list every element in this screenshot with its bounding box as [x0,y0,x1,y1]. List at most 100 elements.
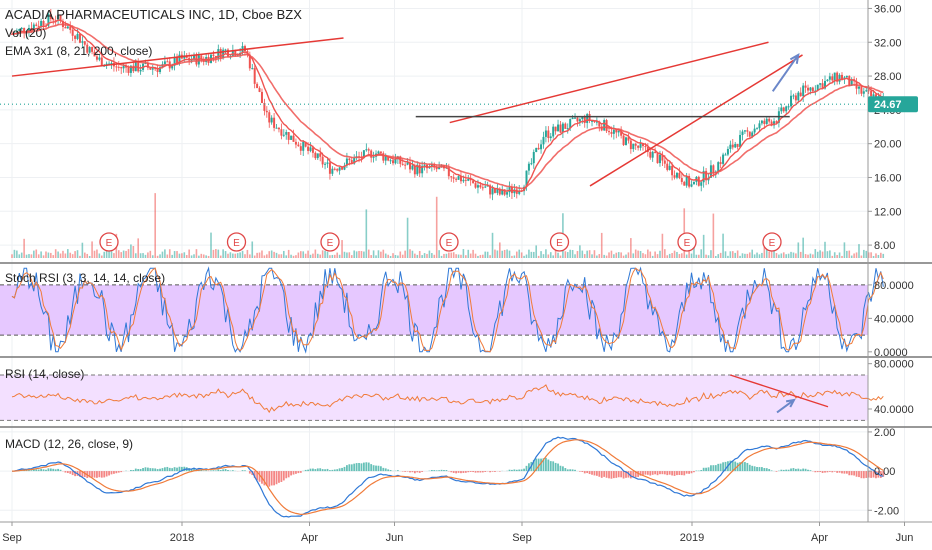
macd-histogram-bar [634,471,637,478]
macd-histogram-bar [569,469,572,472]
macd-histogram-bar [627,471,630,478]
volume-bar [326,251,329,258]
candle-body [469,178,472,181]
macd-histogram-bar [79,471,81,477]
candle-body [530,163,533,165]
earnings-marker[interactable]: E [439,232,459,252]
macd-histogram-bar [438,470,441,472]
candle-body [156,68,159,73]
volume-bar [151,255,154,258]
earnings-marker[interactable]: E [226,232,247,252]
candle-body [675,172,678,178]
macd-histogram-bar [661,471,664,475]
volume-bar [266,254,268,258]
candle-body [413,165,416,175]
macd-histogram-bar [418,471,421,473]
macd-histogram-bar [761,467,763,472]
volume-bar [613,254,615,258]
macd-histogram-bar [547,459,550,472]
candle-body [49,13,52,20]
earnings-marker[interactable]: E [762,232,782,252]
macd-histogram-bar [57,468,60,472]
macd-histogram-bar [285,471,288,479]
volume-bar [647,249,649,258]
macd-histogram-bar [168,467,171,472]
candle-body [253,68,256,84]
volume-bar [358,250,360,258]
candle-body [166,61,169,63]
candle-body [324,163,327,165]
macd-histogram-bar [278,471,280,483]
volume-bar [586,250,588,258]
volume-bar [316,253,319,258]
volume-bar [134,253,137,258]
volume-bar [676,251,678,258]
macd-histogram-bar [617,471,620,478]
macd-histogram-bar [557,463,559,472]
earnings-marker[interactable]: E [320,232,340,252]
macd-histogram-bar [384,468,387,472]
macd-histogram-bar [680,471,683,476]
volume-bar [525,254,528,258]
macd-histogram-bar [147,467,149,472]
macd-histogram-bar [865,471,868,478]
earnings-label: E [684,238,691,249]
candle-body [370,150,373,158]
macd-histogram-bar [435,470,438,472]
macd-histogram-bar [178,466,181,472]
candle-body [47,13,50,26]
volume-bar [290,254,292,258]
candle-body [438,167,441,170]
candle-body [753,128,756,133]
price-tick-label: 16.00 [874,172,902,184]
volume-bar [164,249,166,258]
macd-histogram-bar [719,463,722,472]
candle-body [734,144,737,148]
candle-body [110,63,113,65]
volume-bar [421,255,423,258]
macd-histogram-bar [171,468,174,472]
candle-body [824,81,827,89]
volume-bar [166,254,169,258]
macd-histogram-bar [28,470,30,472]
volume-bar [59,253,62,258]
ema-lines [0,19,884,193]
volume-bar [132,245,135,258]
macd-histogram-bar [210,470,212,472]
volume-bar [790,251,792,258]
macd-histogram-bar [180,466,183,472]
macd-histogram-bar [520,469,523,472]
earnings-label: E [327,238,334,249]
volume-bar [535,245,538,258]
candle-body [561,123,564,133]
candle-body [612,129,615,134]
volume-bar [465,255,467,258]
earnings-marker[interactable]: E [99,232,119,252]
macd-histogram-bar [799,469,802,472]
volume-bar [16,250,18,258]
macd-histogram-bar [464,471,467,473]
macd-signal-line [12,439,884,516]
volume-bar [882,253,885,258]
macd-histogram-bar [620,471,623,478]
macd-histogram-bar [421,471,424,472]
macd-histogram-bar [875,471,877,479]
candle-body [273,117,276,128]
macd-histogram-bar [734,461,737,472]
macd-histogram-bar [676,471,678,476]
candle-body [651,151,654,158]
macd-histogram-bar [693,471,695,473]
candle-body [462,179,465,182]
macd-histogram-bar [831,471,834,473]
volume-bar [865,250,868,258]
macd-histogram-bar [52,468,55,472]
macd-histogram-bar [411,471,414,473]
earnings-marker[interactable]: E [549,232,570,252]
volume-bar [202,254,205,258]
candle-body [423,164,426,166]
volume-bar [863,249,865,258]
candle-body [574,117,577,119]
volume-bar [841,255,843,258]
earnings-marker[interactable]: E [677,232,697,252]
